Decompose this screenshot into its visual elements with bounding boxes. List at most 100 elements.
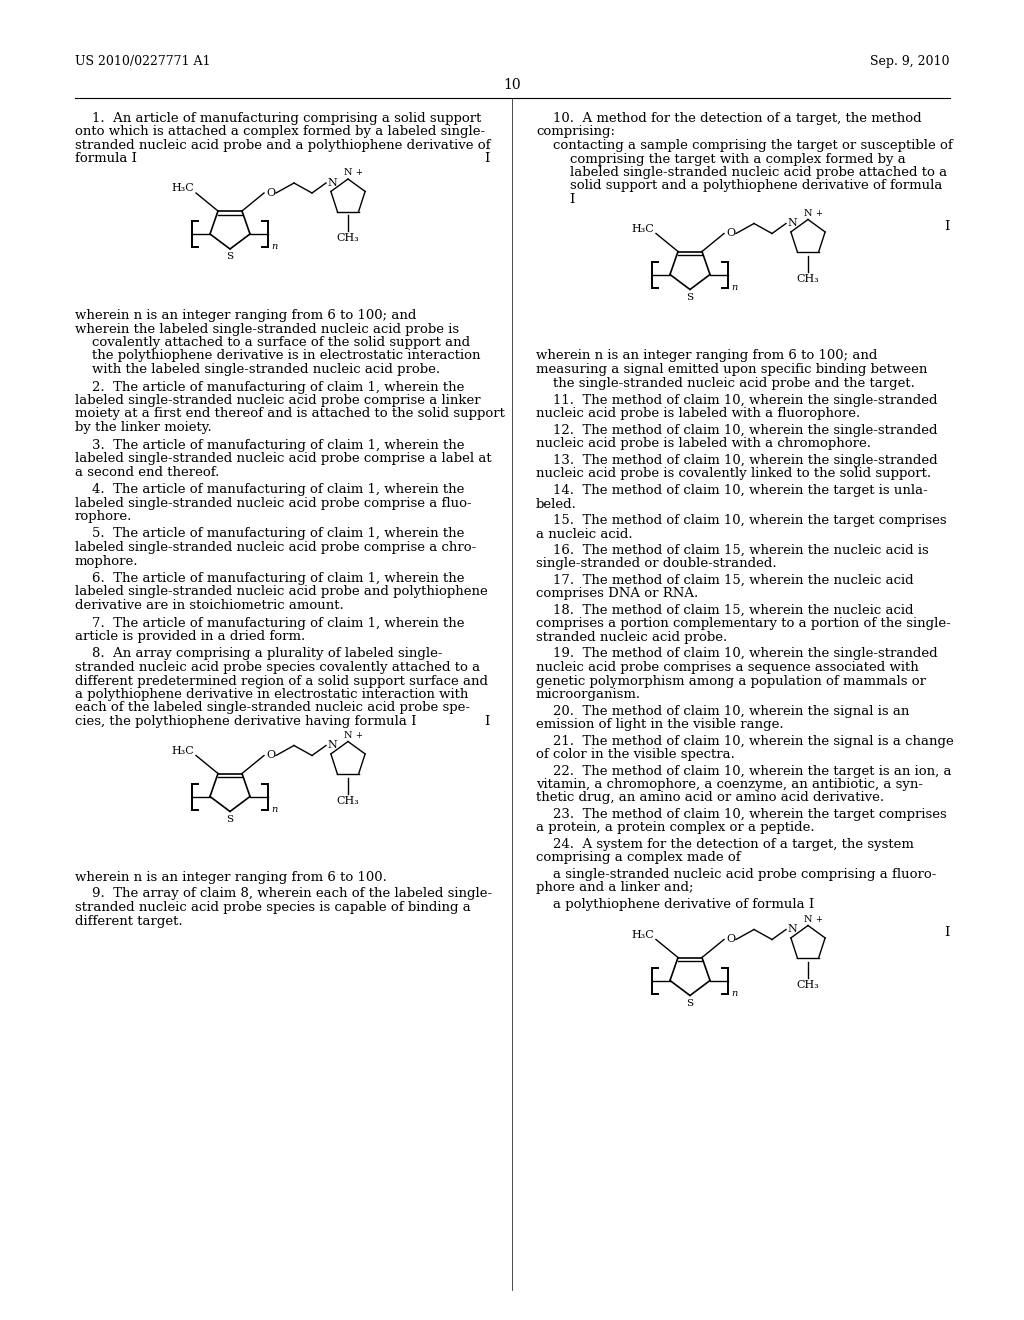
Text: I: I bbox=[484, 715, 490, 729]
Text: thetic drug, an amino acid or amino acid derivative.: thetic drug, an amino acid or amino acid… bbox=[536, 792, 884, 804]
Text: by the linker moiety.: by the linker moiety. bbox=[75, 421, 212, 434]
Text: S: S bbox=[686, 293, 693, 301]
Text: mophore.: mophore. bbox=[75, 554, 138, 568]
Text: 10: 10 bbox=[503, 78, 521, 92]
Text: different predetermined region of a solid support surface and: different predetermined region of a soli… bbox=[75, 675, 488, 688]
Text: O: O bbox=[266, 187, 275, 198]
Text: 10.  A method for the detection of a target, the method: 10. A method for the detection of a targ… bbox=[536, 112, 922, 125]
Text: rophore.: rophore. bbox=[75, 510, 132, 523]
Text: N: N bbox=[787, 219, 797, 228]
Text: a single-stranded nucleic acid probe comprising a fluoro-: a single-stranded nucleic acid probe com… bbox=[536, 869, 936, 880]
Text: 4.  The article of manufacturing of claim 1, wherein the: 4. The article of manufacturing of claim… bbox=[75, 483, 464, 496]
Text: nucleic acid probe is covalently linked to the solid support.: nucleic acid probe is covalently linked … bbox=[536, 467, 931, 480]
Text: comprises a portion complementary to a portion of the single-: comprises a portion complementary to a p… bbox=[536, 618, 950, 631]
Text: a polythiophene derivative in electrostatic interaction with: a polythiophene derivative in electrosta… bbox=[75, 688, 468, 701]
Text: labeled single-stranded nucleic acid probe comprise a linker: labeled single-stranded nucleic acid pro… bbox=[75, 393, 480, 407]
Text: labeled single-stranded nucleic acid probe comprise a fluo-: labeled single-stranded nucleic acid pro… bbox=[75, 496, 472, 510]
Text: 9.  The array of claim 8, wherein each of the labeled single-: 9. The array of claim 8, wherein each of… bbox=[75, 887, 493, 900]
Text: the single-stranded nucleic acid probe and the target.: the single-stranded nucleic acid probe a… bbox=[536, 376, 914, 389]
Text: +: + bbox=[815, 915, 822, 924]
Text: N: N bbox=[804, 209, 812, 218]
Text: +: + bbox=[355, 168, 361, 177]
Text: N: N bbox=[344, 168, 352, 177]
Text: comprising:: comprising: bbox=[536, 125, 615, 139]
Text: covalently attached to a surface of the solid support and: covalently attached to a surface of the … bbox=[75, 337, 470, 348]
Text: 15.  The method of claim 10, wherein the target comprises: 15. The method of claim 10, wherein the … bbox=[536, 513, 946, 527]
Text: N: N bbox=[344, 730, 352, 739]
Text: O: O bbox=[726, 228, 735, 239]
Text: wherein n is an integer ranging from 6 to 100.: wherein n is an integer ranging from 6 t… bbox=[75, 871, 387, 884]
Text: vitamin, a chromophore, a coenzyme, an antibiotic, a syn-: vitamin, a chromophore, a coenzyme, an a… bbox=[536, 777, 923, 791]
Text: N: N bbox=[804, 915, 812, 924]
Text: n: n bbox=[271, 804, 278, 813]
Text: microorganism.: microorganism. bbox=[536, 688, 641, 701]
Text: a nucleic acid.: a nucleic acid. bbox=[536, 528, 633, 540]
Text: 21.  The method of claim 10, wherein the signal is a change: 21. The method of claim 10, wherein the … bbox=[536, 734, 953, 747]
Text: 19.  The method of claim 10, wherein the single-stranded: 19. The method of claim 10, wherein the … bbox=[536, 648, 938, 660]
Text: 11.  The method of claim 10, wherein the single-stranded: 11. The method of claim 10, wherein the … bbox=[536, 393, 938, 407]
Text: 16.  The method of claim 15, wherein the nucleic acid is: 16. The method of claim 15, wherein the … bbox=[536, 544, 929, 557]
Text: wherein n is an integer ranging from 6 to 100; and: wherein n is an integer ranging from 6 t… bbox=[75, 309, 417, 322]
Text: CH₃: CH₃ bbox=[337, 796, 359, 805]
Text: solid support and a polythiophene derivative of formula: solid support and a polythiophene deriva… bbox=[536, 180, 942, 193]
Text: n: n bbox=[271, 242, 278, 251]
Text: 1.  An article of manufacturing comprising a solid support: 1. An article of manufacturing comprisin… bbox=[75, 112, 481, 125]
Text: CH₃: CH₃ bbox=[797, 273, 819, 284]
Text: cies, the polythiophene derivative having formula I: cies, the polythiophene derivative havin… bbox=[75, 715, 417, 729]
Text: derivative are in stoichiometric amount.: derivative are in stoichiometric amount. bbox=[75, 599, 344, 612]
Text: with the labeled single-stranded nucleic acid probe.: with the labeled single-stranded nucleic… bbox=[75, 363, 440, 376]
Text: nucleic acid probe comprises a sequence associated with: nucleic acid probe comprises a sequence … bbox=[536, 661, 919, 675]
Text: I: I bbox=[536, 193, 575, 206]
Text: n: n bbox=[731, 282, 737, 292]
Text: CH₃: CH₃ bbox=[797, 979, 819, 990]
Text: S: S bbox=[686, 998, 693, 1007]
Text: I: I bbox=[484, 153, 490, 165]
Text: 14.  The method of claim 10, wherein the target is unla-: 14. The method of claim 10, wherein the … bbox=[536, 484, 928, 498]
Text: labeled single-stranded nucleic acid probe comprise a chro-: labeled single-stranded nucleic acid pro… bbox=[75, 541, 476, 554]
Text: comprising the target with a complex formed by a: comprising the target with a complex for… bbox=[536, 153, 906, 165]
Text: US 2010/0227771 A1: US 2010/0227771 A1 bbox=[75, 55, 211, 69]
Text: a protein, a protein complex or a peptide.: a protein, a protein complex or a peptid… bbox=[536, 821, 815, 834]
Text: 7.  The article of manufacturing of claim 1, wherein the: 7. The article of manufacturing of claim… bbox=[75, 616, 465, 630]
Text: different target.: different target. bbox=[75, 915, 182, 928]
Text: labeled single-stranded nucleic acid probe comprise a label at: labeled single-stranded nucleic acid pro… bbox=[75, 451, 492, 465]
Text: I: I bbox=[944, 219, 950, 232]
Text: measuring a signal emitted upon specific binding between: measuring a signal emitted upon specific… bbox=[536, 363, 928, 376]
Text: N: N bbox=[327, 178, 337, 187]
Text: O: O bbox=[266, 751, 275, 760]
Text: 8.  An array comprising a plurality of labeled single-: 8. An array comprising a plurality of la… bbox=[75, 648, 442, 660]
Text: single-stranded or double-stranded.: single-stranded or double-stranded. bbox=[536, 557, 776, 570]
Text: H₃C: H₃C bbox=[631, 929, 654, 940]
Text: H₃C: H₃C bbox=[171, 183, 194, 193]
Text: nucleic acid probe is labeled with a chromophore.: nucleic acid probe is labeled with a chr… bbox=[536, 437, 871, 450]
Text: comprises DNA or RNA.: comprises DNA or RNA. bbox=[536, 587, 698, 601]
Text: H₃C: H₃C bbox=[171, 746, 194, 755]
Text: the polythiophene derivative is in electrostatic interaction: the polythiophene derivative is in elect… bbox=[75, 350, 480, 363]
Text: contacting a sample comprising the target or susceptible of: contacting a sample comprising the targe… bbox=[536, 139, 952, 152]
Text: a second end thereof.: a second end thereof. bbox=[75, 466, 219, 479]
Text: H₃C: H₃C bbox=[631, 223, 654, 234]
Text: +: + bbox=[355, 730, 361, 739]
Text: Sep. 9, 2010: Sep. 9, 2010 bbox=[870, 55, 950, 69]
Text: a polythiophene derivative of formula I: a polythiophene derivative of formula I bbox=[536, 898, 814, 911]
Text: O: O bbox=[726, 935, 735, 945]
Text: 5.  The article of manufacturing of claim 1, wherein the: 5. The article of manufacturing of claim… bbox=[75, 528, 464, 540]
Text: formula I: formula I bbox=[75, 153, 137, 165]
Text: 2.  The article of manufacturing of claim 1, wherein the: 2. The article of manufacturing of claim… bbox=[75, 380, 464, 393]
Text: genetic polymorphism among a population of mammals or: genetic polymorphism among a population … bbox=[536, 675, 926, 688]
Text: 18.  The method of claim 15, wherein the nucleic acid: 18. The method of claim 15, wherein the … bbox=[536, 605, 913, 616]
Text: 17.  The method of claim 15, wherein the nucleic acid: 17. The method of claim 15, wherein the … bbox=[536, 574, 913, 587]
Text: S: S bbox=[226, 814, 233, 824]
Text: labeled single-stranded nucleic acid probe and polythiophene: labeled single-stranded nucleic acid pro… bbox=[75, 586, 487, 598]
Text: each of the labeled single-stranded nucleic acid probe spe-: each of the labeled single-stranded nucl… bbox=[75, 701, 470, 714]
Text: stranded nucleic acid probe species is capable of binding a: stranded nucleic acid probe species is c… bbox=[75, 902, 471, 913]
Text: wherein n is an integer ranging from 6 to 100; and: wherein n is an integer ranging from 6 t… bbox=[536, 350, 878, 363]
Text: 6.  The article of manufacturing of claim 1, wherein the: 6. The article of manufacturing of claim… bbox=[75, 572, 465, 585]
Text: beled.: beled. bbox=[536, 498, 577, 511]
Text: 22.  The method of claim 10, wherein the target is an ion, a: 22. The method of claim 10, wherein the … bbox=[536, 764, 951, 777]
Text: +: + bbox=[815, 209, 822, 218]
Text: 12.  The method of claim 10, wherein the single-stranded: 12. The method of claim 10, wherein the … bbox=[536, 424, 938, 437]
Text: onto which is attached a complex formed by a labeled single-: onto which is attached a complex formed … bbox=[75, 125, 485, 139]
Text: 20.  The method of claim 10, wherein the signal is an: 20. The method of claim 10, wherein the … bbox=[536, 705, 909, 718]
Text: stranded nucleic acid probe species covalently attached to a: stranded nucleic acid probe species cova… bbox=[75, 661, 480, 675]
